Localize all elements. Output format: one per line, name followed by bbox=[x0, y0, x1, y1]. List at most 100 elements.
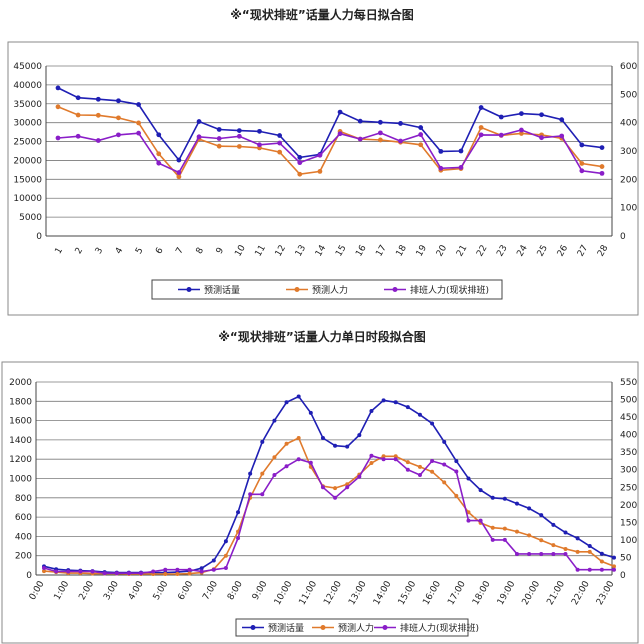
chart2-frame bbox=[1, 361, 639, 644]
chart2-point-3 bbox=[211, 567, 216, 572]
chart1-title: ※“现状排班”话量人力每日拟合图 bbox=[230, 8, 414, 22]
chart2-y-left-tick: 1200 bbox=[9, 455, 32, 465]
chart2-point-1 bbox=[417, 412, 422, 417]
chart2-point-1 bbox=[466, 476, 471, 481]
chart2-legend-label-3: 排班人力(现状排班) bbox=[400, 622, 479, 634]
chart1-x-tick: 2 bbox=[74, 246, 86, 256]
chart1-y-left-tick: 0 bbox=[36, 232, 42, 242]
chart2-y-left-tick: 1400 bbox=[9, 436, 32, 446]
chart2-point-3 bbox=[42, 565, 46, 570]
chart1-point-1 bbox=[519, 111, 524, 116]
chart2-point-3 bbox=[333, 495, 338, 500]
chart1-point-3 bbox=[216, 136, 222, 141]
chart2-point-1 bbox=[381, 398, 386, 403]
chart1-series-line-3 bbox=[57, 129, 603, 175]
chart1-y-left-tick: 40000 bbox=[13, 81, 42, 91]
chart2-point-2 bbox=[454, 493, 459, 498]
chart2-y-left-tick: 800 bbox=[15, 494, 32, 504]
chart2-y-right-tick: 250 bbox=[620, 483, 637, 493]
chart1-point-2 bbox=[579, 161, 585, 166]
chart2-point-3 bbox=[308, 460, 313, 465]
chart1-y-left-tick: 5000 bbox=[19, 213, 42, 223]
chart1-point-3 bbox=[156, 160, 162, 166]
chart1-point-3 bbox=[498, 132, 504, 138]
chart1-point-1 bbox=[156, 132, 162, 138]
chart2-point-2 bbox=[284, 441, 289, 446]
chart1-point-3 bbox=[357, 136, 363, 142]
chart1-x-tick: 22 bbox=[475, 244, 489, 259]
chart2-point-2 bbox=[527, 533, 532, 538]
chart1-point-3 bbox=[236, 133, 242, 139]
chart1-y-left-tick: 20000 bbox=[13, 156, 42, 166]
chart2-point-2 bbox=[369, 461, 374, 466]
chart2-y-left-tick: 1800 bbox=[9, 397, 32, 407]
chart2-point-3 bbox=[78, 569, 83, 574]
chart2-point-1 bbox=[575, 536, 580, 541]
chart2-point-2 bbox=[296, 435, 301, 440]
chart2-point-1 bbox=[320, 435, 325, 440]
chart1-point-3 bbox=[559, 133, 565, 139]
chart1-point-1 bbox=[176, 157, 182, 163]
chart2-point-3 bbox=[187, 567, 192, 572]
chart1-point-3 bbox=[418, 132, 424, 137]
chart2-point-2 bbox=[260, 471, 265, 476]
chart2-point-1 bbox=[430, 421, 435, 426]
chart1-point-2 bbox=[55, 104, 61, 110]
chart2-point-3 bbox=[454, 469, 459, 474]
chart2-point-3 bbox=[442, 462, 447, 467]
chart2-point-1 bbox=[296, 394, 301, 399]
chart2-point-1 bbox=[587, 544, 592, 549]
chart2-point-1 bbox=[612, 555, 616, 560]
chart1-y-left-tick: 15000 bbox=[13, 175, 42, 185]
chart1-point-1 bbox=[398, 121, 403, 126]
chart2-point-3 bbox=[393, 457, 398, 462]
chart2-point-3 bbox=[114, 571, 119, 576]
chart1-point-2 bbox=[519, 131, 524, 136]
chart2-point-1 bbox=[502, 496, 507, 501]
chart2-y-right-tick: 200 bbox=[620, 501, 637, 511]
chart1-x-tick: 1 bbox=[54, 246, 66, 256]
chart1-point-2 bbox=[317, 169, 323, 174]
chart2-point-1 bbox=[539, 513, 544, 518]
chart2-legend-label-2: 预测人力 bbox=[338, 622, 374, 634]
chart1-x-tick: 27 bbox=[576, 244, 590, 259]
chart2-point-1 bbox=[308, 410, 313, 415]
chart2-point-1 bbox=[236, 510, 241, 515]
chart1-point-2 bbox=[377, 137, 383, 143]
chart1-x-tick: 17 bbox=[374, 244, 388, 259]
chart1-point-3 bbox=[398, 138, 403, 144]
chart2-point-2 bbox=[430, 469, 435, 474]
chart1-point-2 bbox=[95, 112, 101, 118]
chart1-point-1 bbox=[438, 148, 444, 154]
chart1-point-1 bbox=[559, 117, 565, 123]
chart1-x-tick: 23 bbox=[495, 244, 509, 259]
chart1-y-right-tick: 600 bbox=[620, 62, 637, 72]
chart2-point-2 bbox=[333, 486, 338, 491]
chart2-point-2 bbox=[551, 543, 556, 548]
chart2-point-3 bbox=[430, 458, 435, 463]
chart2-point-2 bbox=[187, 571, 192, 576]
chart1-point-2 bbox=[277, 149, 283, 155]
chart2-point-3 bbox=[126, 571, 131, 576]
chart2-point-3 bbox=[320, 485, 325, 490]
chart1-x-tick: 13 bbox=[294, 244, 308, 259]
chart2-y-right-tick: 450 bbox=[620, 413, 637, 423]
chart1-x-tick: 7 bbox=[174, 246, 186, 256]
chart2-point-3 bbox=[102, 571, 107, 576]
chart1-x-tick: 6 bbox=[154, 246, 166, 256]
chart1-point-3 bbox=[55, 135, 61, 141]
chart2-point-3 bbox=[478, 518, 483, 523]
chart1-x-tick: 4 bbox=[114, 246, 126, 256]
chart2-point-2 bbox=[42, 569, 46, 574]
chart2-point-3 bbox=[139, 571, 144, 576]
chart1-legend-label-2: 预测人力 bbox=[312, 284, 348, 296]
chart1-point-2 bbox=[216, 143, 222, 149]
chart1-point-3 bbox=[277, 140, 283, 146]
chart2-point-3 bbox=[575, 567, 580, 572]
chart2-point-3 bbox=[248, 492, 253, 497]
chart2-point-1 bbox=[345, 444, 350, 449]
chart1-frame bbox=[7, 41, 639, 316]
chart2-point-1 bbox=[333, 443, 338, 448]
chart1-y-left-tick: 35000 bbox=[13, 100, 42, 110]
chart1-point-1 bbox=[136, 102, 141, 107]
